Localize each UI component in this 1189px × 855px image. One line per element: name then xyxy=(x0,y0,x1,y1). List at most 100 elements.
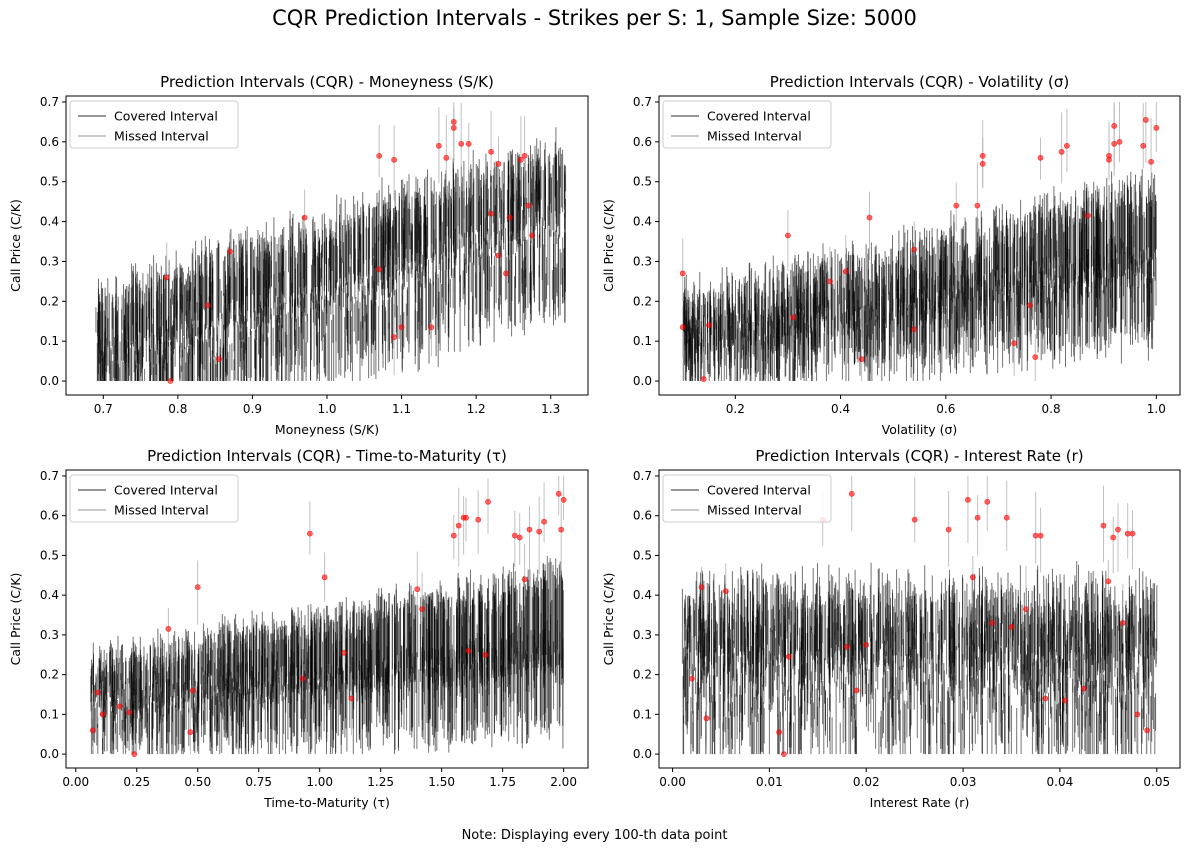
figure-suptitle: CQR Prediction Intervals - Strikes per S… xyxy=(272,6,917,30)
missed-point xyxy=(1140,142,1147,149)
missed-point xyxy=(911,246,918,253)
legend-missed-label: Missed Interval xyxy=(114,503,209,518)
missed-point xyxy=(215,356,222,362)
missed-point xyxy=(679,270,686,277)
missed-point xyxy=(866,214,873,221)
x-tick-label: 0.6 xyxy=(936,402,955,416)
y-tick-label: 0.1 xyxy=(40,334,59,348)
interval-group xyxy=(89,476,567,757)
missed-point xyxy=(485,498,491,505)
missed-point xyxy=(428,324,435,331)
missed-point xyxy=(391,156,397,163)
x-tick-label: 1.2 xyxy=(467,402,486,416)
missed-point xyxy=(979,152,986,159)
missed-point xyxy=(526,526,533,533)
y-tick-label: 0.6 xyxy=(633,135,652,149)
missed-point xyxy=(419,606,425,612)
missed-point xyxy=(443,154,450,161)
missed-point xyxy=(301,214,308,221)
missed-point xyxy=(706,322,712,329)
plot-frame xyxy=(65,469,589,769)
x-tick-label: 1.0 xyxy=(317,402,336,416)
missed-point xyxy=(463,514,469,521)
missed-point xyxy=(482,651,489,658)
legend-covered-label: Covered Interval xyxy=(114,483,218,498)
chart-panel-3: Prediction Intervals (CQR) - Time-to-Mat… xyxy=(8,447,589,810)
y-tick-label: 0.2 xyxy=(40,294,59,308)
missed-point xyxy=(94,689,101,696)
missed-point xyxy=(1064,142,1070,149)
y-tick-label: 0.1 xyxy=(633,334,652,348)
x-axis-label: Moneyness (S/K) xyxy=(275,422,379,437)
missed-point xyxy=(465,140,472,147)
missed-point xyxy=(99,711,106,718)
missed-point xyxy=(1058,148,1065,155)
missed-point xyxy=(1153,125,1160,131)
missed-point xyxy=(414,586,421,593)
missed-point xyxy=(529,232,535,239)
missed-point xyxy=(227,248,233,255)
legend: Covered Interval Missed Interval xyxy=(69,474,239,523)
x-tick-label: 1.3 xyxy=(541,402,560,416)
x-tick-label: 0.7 xyxy=(94,402,113,416)
x-tick-label: 0.8 xyxy=(168,402,187,416)
missed-point xyxy=(911,326,918,333)
x-tick-label: 2.00 xyxy=(550,775,577,789)
missed-point xyxy=(495,252,502,259)
y-tick-label: 0.3 xyxy=(633,254,652,268)
missed-point xyxy=(560,496,567,503)
missed-point xyxy=(1142,117,1149,123)
missed-point xyxy=(516,534,523,541)
y-tick-label: 0.0 xyxy=(40,374,59,388)
y-tick-label: 0.3 xyxy=(40,628,59,642)
x-tick-label: 0.75 xyxy=(245,775,272,789)
y-tick-label: 0.5 xyxy=(40,175,59,189)
missed-point xyxy=(458,140,465,147)
missed-point xyxy=(1148,158,1154,165)
y-tick-label: 0.2 xyxy=(633,294,652,308)
y-axis-label: Call Price (C/K) xyxy=(601,199,616,292)
missed-point xyxy=(518,156,524,163)
missed-point xyxy=(299,675,306,682)
missed-point xyxy=(89,727,96,734)
interval-group xyxy=(681,476,1158,757)
missed-point xyxy=(521,576,528,583)
missed-point xyxy=(536,528,543,535)
missed-point xyxy=(376,266,383,273)
missed-point xyxy=(455,522,462,529)
missed-point xyxy=(506,214,513,221)
y-tick-label: 0.5 xyxy=(40,548,59,562)
missed-point xyxy=(1011,340,1018,347)
legend-missed-label: Missed Interval xyxy=(707,129,802,144)
missed-point xyxy=(1111,140,1118,147)
chart-title: Prediction Intervals (CQR) - Volatility … xyxy=(770,73,1069,91)
x-tick-label: 1.00 xyxy=(306,775,333,789)
missed-point xyxy=(435,142,442,149)
y-tick-label: 0.0 xyxy=(40,747,59,761)
missed-point xyxy=(558,526,565,533)
legend-box xyxy=(69,474,239,523)
legend-box xyxy=(69,100,239,149)
legend-covered-label: Covered Interval xyxy=(707,109,811,124)
legend-missed-label: Missed Interval xyxy=(114,129,209,144)
legend: Covered Interval Missed Interval xyxy=(662,100,832,149)
legend-covered-label: Covered Interval xyxy=(114,109,218,124)
missed-point xyxy=(974,202,981,209)
y-tick-label: 0.6 xyxy=(40,509,59,523)
chart-title: Prediction Intervals (CQR) - Interest Ra… xyxy=(755,447,1083,465)
missed-point xyxy=(321,574,328,581)
x-tick-label: 0.9 xyxy=(243,402,262,416)
x-tick-label: 0.00 xyxy=(62,775,89,789)
missed-point xyxy=(165,626,172,632)
x-tick-label: 1.75 xyxy=(489,775,516,789)
missed-point xyxy=(842,268,849,275)
missed-point xyxy=(700,376,707,382)
missed-point xyxy=(1106,152,1112,159)
missed-point xyxy=(391,334,397,341)
chart-panel-4: Prediction Intervals (CQR) - Interest Ra… xyxy=(601,447,1181,810)
missed-point xyxy=(189,687,196,694)
y-tick-label: 0.3 xyxy=(40,254,59,268)
missed-point xyxy=(131,751,138,757)
missed-point xyxy=(204,302,211,309)
